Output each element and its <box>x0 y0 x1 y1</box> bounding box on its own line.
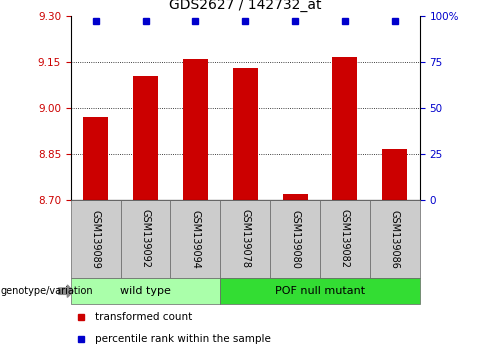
Bar <box>83 117 108 200</box>
Text: GSM139094: GSM139094 <box>190 210 201 268</box>
Bar <box>121 200 170 278</box>
Bar <box>71 200 121 278</box>
Bar <box>183 59 208 200</box>
Bar <box>320 200 370 278</box>
Text: wild type: wild type <box>120 286 171 296</box>
Bar <box>220 278 420 304</box>
Bar <box>220 200 270 278</box>
Text: genotype/variation: genotype/variation <box>0 286 93 296</box>
Text: POF null mutant: POF null mutant <box>275 286 365 296</box>
Text: GSM139080: GSM139080 <box>290 210 300 268</box>
Text: transformed count: transformed count <box>95 312 192 322</box>
Bar <box>370 200 420 278</box>
Text: GSM139092: GSM139092 <box>141 210 150 268</box>
Text: GSM139078: GSM139078 <box>240 210 250 268</box>
Text: GSM139089: GSM139089 <box>91 210 101 268</box>
Text: percentile rank within the sample: percentile rank within the sample <box>95 334 271 344</box>
Title: GDS2627 / 142732_at: GDS2627 / 142732_at <box>169 0 322 12</box>
Bar <box>170 200 220 278</box>
Bar <box>382 149 407 200</box>
Text: GSM139082: GSM139082 <box>340 210 350 268</box>
Text: GSM139086: GSM139086 <box>390 210 400 268</box>
Bar <box>71 278 220 304</box>
Bar <box>283 194 307 200</box>
Bar <box>332 57 357 200</box>
Bar <box>133 76 158 200</box>
Bar <box>233 68 258 200</box>
Bar <box>270 200 320 278</box>
